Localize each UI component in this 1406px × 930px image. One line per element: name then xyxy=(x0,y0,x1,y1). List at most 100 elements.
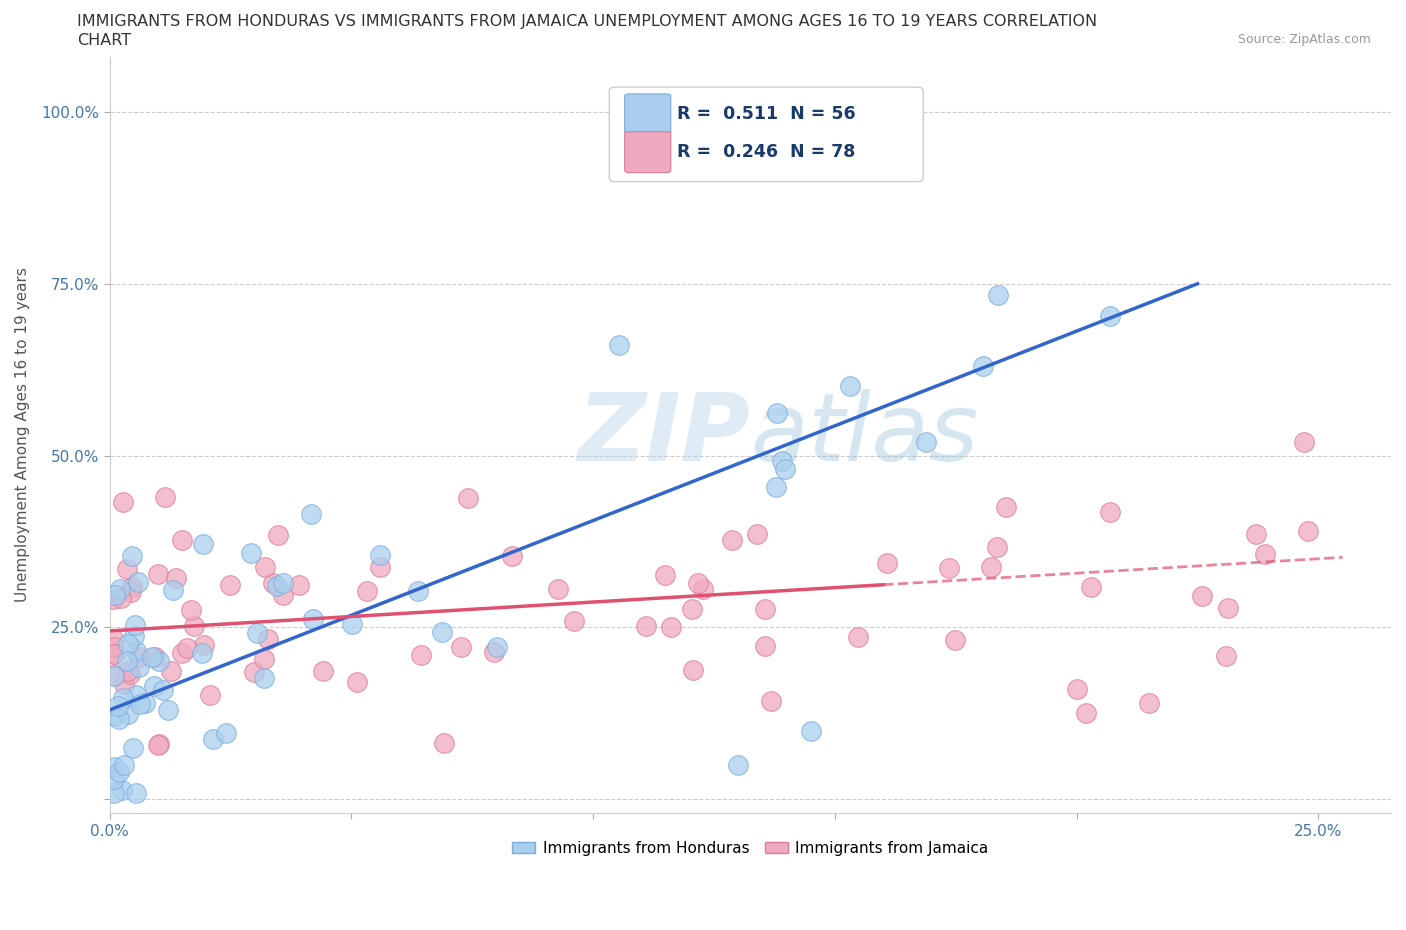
Point xyxy=(1098,504,1121,519)
Text: R =  0.246  N = 78: R = 0.246 N = 78 xyxy=(678,143,856,161)
Point xyxy=(253,651,276,666)
Point xyxy=(266,578,288,593)
Point xyxy=(108,711,131,726)
Point xyxy=(165,571,187,586)
Point xyxy=(146,566,169,581)
Point xyxy=(754,602,776,617)
Text: ZIP: ZIP xyxy=(578,389,751,481)
Point xyxy=(765,479,787,494)
FancyBboxPatch shape xyxy=(624,94,671,135)
Point xyxy=(180,603,202,618)
Point xyxy=(242,664,264,679)
Point xyxy=(103,759,125,774)
Point xyxy=(103,646,125,661)
Point xyxy=(120,667,142,682)
Point xyxy=(1066,682,1088,697)
FancyBboxPatch shape xyxy=(609,87,924,181)
Point xyxy=(141,649,163,664)
Y-axis label: Unemployment Among Ages 16 to 19 years: Unemployment Among Ages 16 to 19 years xyxy=(15,268,30,603)
Point xyxy=(103,785,125,800)
Point xyxy=(127,575,149,590)
Point xyxy=(482,644,505,659)
Point xyxy=(240,545,263,560)
Point xyxy=(103,632,125,647)
Point xyxy=(987,288,1010,303)
Point xyxy=(846,629,869,644)
Point xyxy=(299,506,322,521)
Point xyxy=(122,629,145,644)
Point xyxy=(125,644,148,659)
Point xyxy=(773,462,796,477)
Point xyxy=(246,625,269,640)
Point xyxy=(406,584,429,599)
Point xyxy=(1292,434,1315,449)
Point xyxy=(980,560,1002,575)
Point xyxy=(915,435,938,450)
Point xyxy=(766,405,789,420)
Point xyxy=(938,561,960,576)
Point xyxy=(143,650,166,665)
Point xyxy=(486,639,509,654)
Text: CHART: CHART xyxy=(77,33,131,47)
Point xyxy=(103,771,125,786)
Point xyxy=(120,585,142,600)
Point xyxy=(1296,524,1319,538)
Point xyxy=(111,691,134,706)
Point xyxy=(103,591,125,606)
Point xyxy=(450,640,472,655)
Point xyxy=(202,731,225,746)
Point xyxy=(876,555,898,570)
Point xyxy=(720,532,742,547)
Point xyxy=(125,687,148,702)
Point xyxy=(1137,696,1160,711)
Point xyxy=(129,697,152,711)
Legend: Immigrants from Honduras, Immigrants from Jamaica: Immigrants from Honduras, Immigrants fro… xyxy=(506,835,994,862)
Point xyxy=(124,618,146,632)
Point xyxy=(943,632,966,647)
Point xyxy=(692,581,714,596)
Point xyxy=(193,638,215,653)
Point xyxy=(432,736,454,751)
Point xyxy=(1216,601,1239,616)
Point xyxy=(356,583,378,598)
Point xyxy=(198,687,221,702)
Point xyxy=(142,679,165,694)
Point xyxy=(176,641,198,656)
Point xyxy=(134,696,156,711)
Point xyxy=(754,639,776,654)
Point xyxy=(1191,589,1213,604)
Point xyxy=(430,625,453,640)
Point xyxy=(103,709,125,724)
Point xyxy=(191,537,214,551)
Point xyxy=(121,741,143,756)
Point xyxy=(409,647,432,662)
Point xyxy=(117,637,139,652)
Point xyxy=(273,588,295,603)
Point xyxy=(183,618,205,633)
Point xyxy=(115,562,138,577)
Point xyxy=(1244,526,1267,541)
Point xyxy=(1099,309,1122,324)
Point xyxy=(108,764,131,779)
Point xyxy=(152,683,174,698)
Point xyxy=(368,559,391,574)
Point xyxy=(124,785,146,800)
Point xyxy=(191,645,214,660)
Point xyxy=(839,379,862,393)
Point xyxy=(111,783,134,798)
Point xyxy=(103,647,125,662)
FancyBboxPatch shape xyxy=(624,132,671,173)
Point xyxy=(112,758,135,773)
Point xyxy=(501,549,523,564)
Point xyxy=(172,532,194,547)
Point xyxy=(1215,648,1237,663)
Point xyxy=(170,645,193,660)
Point xyxy=(257,632,280,647)
Point xyxy=(654,567,676,582)
Point xyxy=(104,588,127,603)
Point xyxy=(634,618,657,633)
Point xyxy=(659,619,682,634)
Point xyxy=(111,495,134,510)
Point xyxy=(747,526,769,541)
Point xyxy=(1080,579,1102,594)
